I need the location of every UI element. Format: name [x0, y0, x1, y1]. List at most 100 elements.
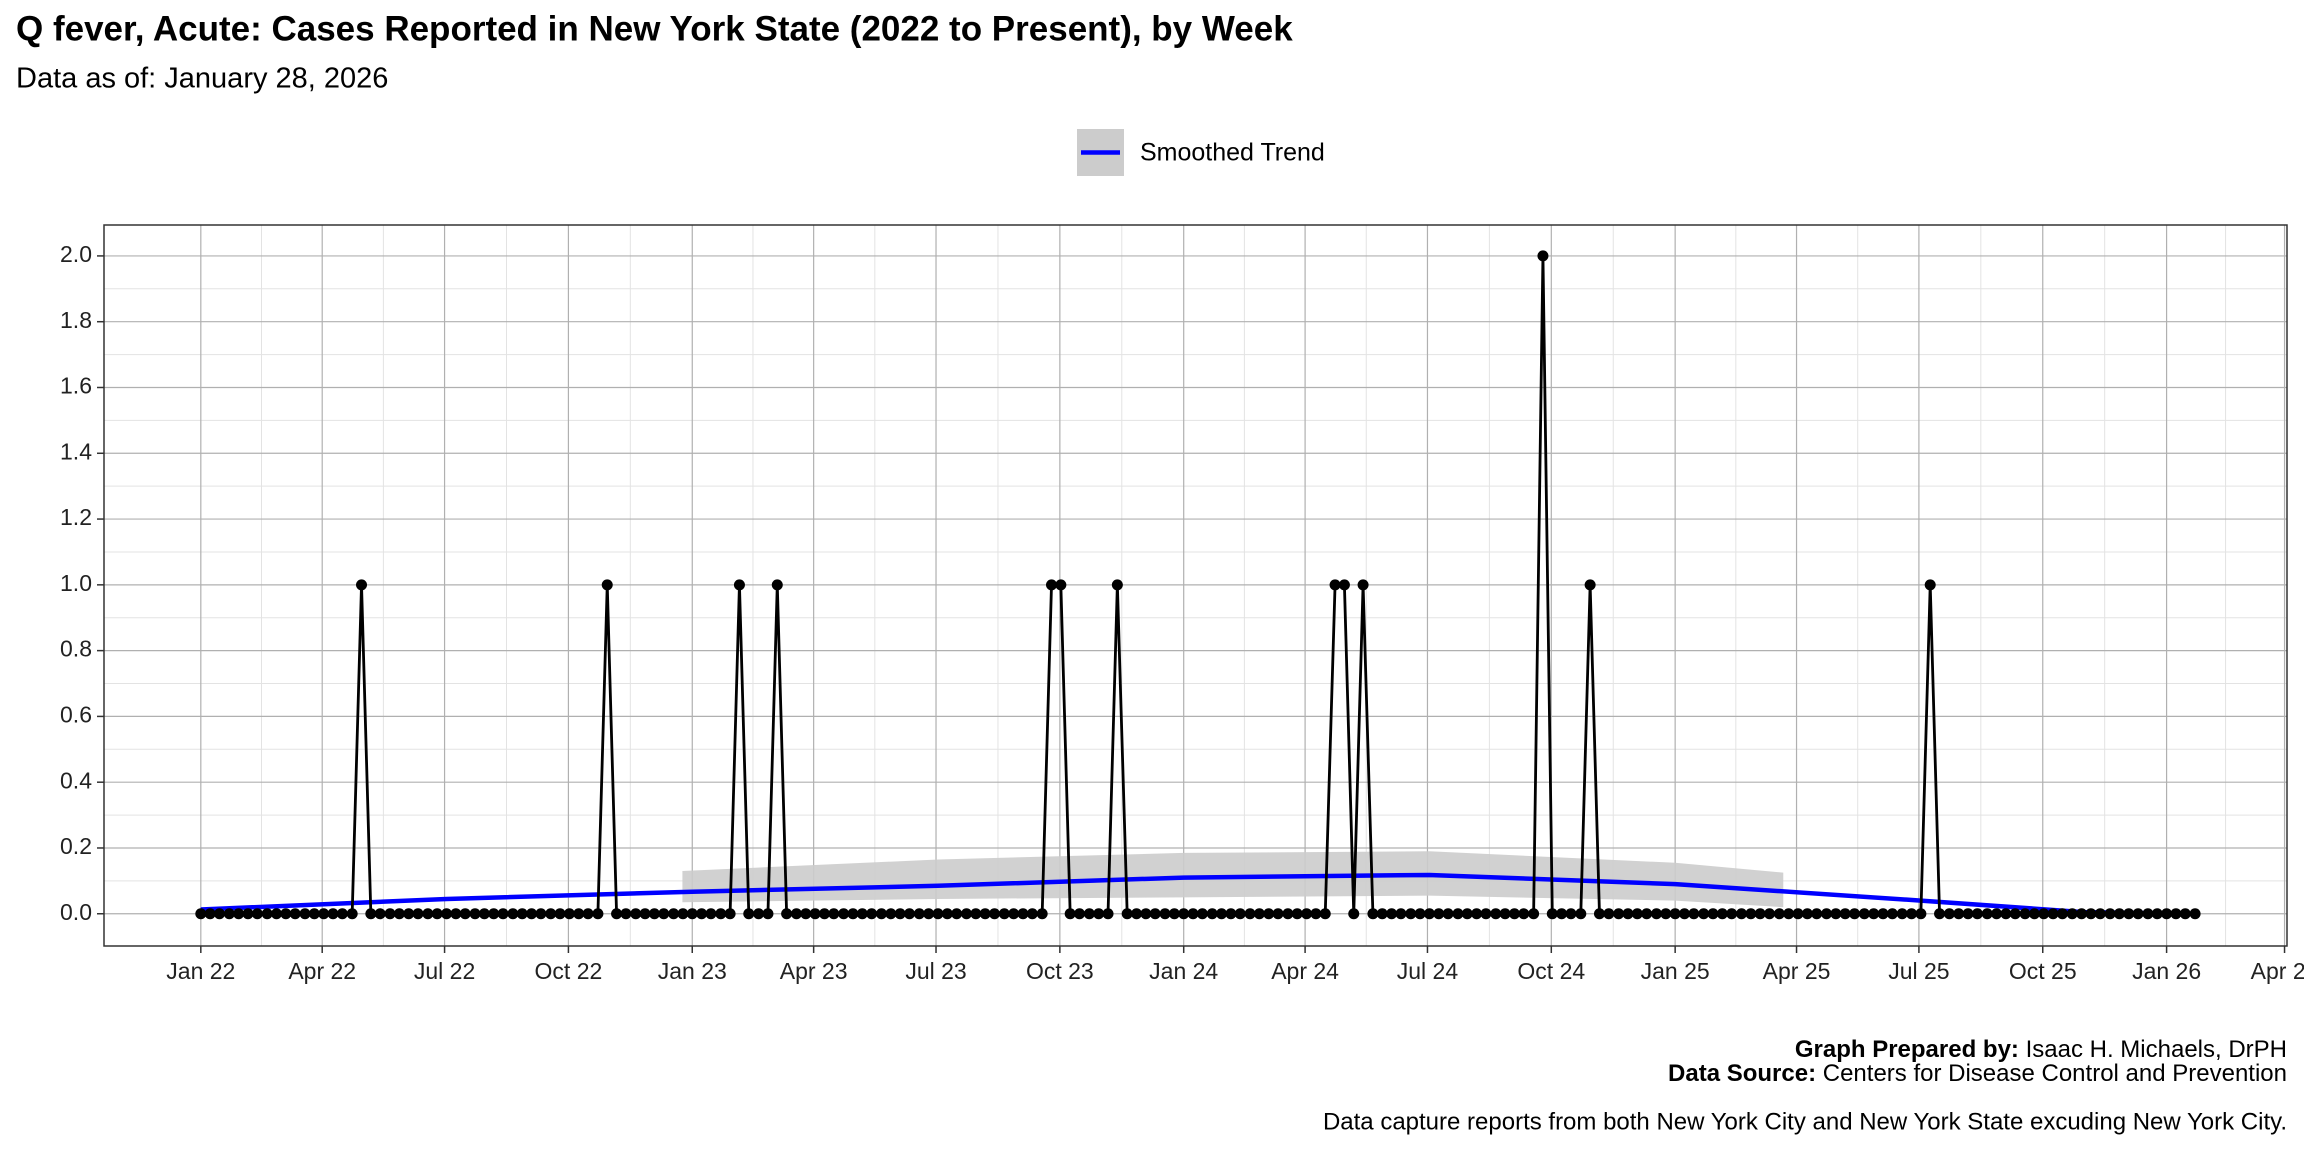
data-point [1159, 908, 1171, 920]
data-point [753, 908, 765, 920]
data-point [1868, 908, 1880, 920]
data-point [516, 908, 528, 920]
data-point [1650, 908, 1662, 920]
data-point [554, 908, 566, 920]
data-point [705, 908, 717, 920]
data-point [800, 908, 812, 920]
x-tick-label: Apr 22 [288, 958, 356, 984]
data-point [1272, 908, 1284, 920]
y-tick-label: 0.2 [60, 833, 92, 859]
data-point [932, 908, 944, 920]
data-point [1934, 908, 1946, 920]
footer-value: Isaac H. Michaels, DrPH [2026, 1036, 2287, 1063]
data-point [696, 908, 708, 920]
data-point [970, 908, 982, 920]
data-point [611, 908, 623, 920]
data-point [2170, 908, 2182, 920]
data-point [781, 908, 793, 920]
data-point [1386, 908, 1398, 920]
chart-subtitle: Data as of: January 28, 2026 [16, 63, 388, 95]
x-tick-label: Oct 23 [1026, 958, 1094, 984]
data-point [771, 579, 783, 591]
data-point [545, 908, 557, 920]
data-point [1263, 908, 1275, 920]
data-point [213, 908, 225, 920]
data-point [2038, 908, 2050, 920]
data-point [242, 908, 254, 920]
data-point [686, 908, 698, 920]
data-point [251, 908, 263, 920]
data-point [1168, 908, 1180, 920]
data-point [592, 908, 604, 920]
data-point [1149, 908, 1161, 920]
data-point [2047, 908, 2059, 920]
x-tick-label: Jul 25 [1888, 958, 1949, 984]
y-tick-label: 1.2 [60, 504, 92, 530]
footer-note: Data capture reports from both New York … [1323, 1108, 2287, 1135]
data-point [1234, 908, 1246, 920]
data-point [1074, 908, 1086, 920]
data-point [1924, 579, 1936, 591]
x-tick-label: Apr 25 [1763, 958, 1831, 984]
data-point [1140, 908, 1152, 920]
data-point [1376, 908, 1388, 920]
data-point [1348, 908, 1360, 920]
data-point [1405, 908, 1417, 920]
data-point [1291, 908, 1303, 920]
data-point [1716, 908, 1728, 920]
data-point [233, 908, 245, 920]
data-point [2179, 908, 2191, 920]
data-point [1499, 908, 1511, 920]
data-point [1593, 908, 1605, 920]
data-point [2019, 908, 2031, 920]
x-tick-label: Apr 24 [1271, 958, 1339, 984]
data-point [1423, 908, 1435, 920]
data-point [1688, 908, 1700, 920]
y-tick-label: 0.8 [60, 636, 92, 662]
data-point [1461, 908, 1473, 920]
data-point [885, 908, 897, 920]
data-point [1508, 908, 1520, 920]
data-point [1575, 908, 1587, 920]
data-point [1754, 908, 1766, 920]
x-tick-label: Jan 24 [1149, 958, 1218, 984]
y-tick-label: 2.0 [60, 241, 92, 267]
footer-label: Data Source: [1668, 1060, 1816, 1087]
data-point [1225, 908, 1237, 920]
data-point [1981, 908, 1993, 920]
data-point [1745, 908, 1757, 920]
data-point [2113, 908, 2125, 920]
data-point [866, 908, 878, 920]
data-point [308, 908, 320, 920]
data-point [1121, 908, 1133, 920]
data-point [1764, 908, 1776, 920]
chart-title: Q fever, Acute: Cases Reported in New Yo… [16, 9, 1293, 48]
y-tick-label: 1.4 [60, 438, 92, 464]
data-point [1943, 908, 1955, 920]
x-tick-label: Jan 26 [2132, 958, 2201, 984]
data-point [1915, 908, 1927, 920]
data-point [459, 908, 471, 920]
data-point [478, 908, 490, 920]
data-point [346, 908, 358, 920]
x-tick-label: Apr 23 [780, 958, 848, 984]
data-point [790, 908, 802, 920]
data-point [639, 908, 651, 920]
data-point [526, 908, 538, 920]
data-point [1480, 908, 1492, 920]
data-point [488, 908, 500, 920]
data-point [384, 908, 396, 920]
data-point [1131, 908, 1143, 920]
data-point [1301, 908, 1313, 920]
data-point [1017, 908, 1029, 920]
data-point [507, 908, 519, 920]
data-point [960, 908, 972, 920]
x-tick-label: Oct 25 [2009, 958, 2077, 984]
data-point [1821, 908, 1833, 920]
data-point [204, 908, 216, 920]
data-point [403, 908, 415, 920]
data-point [1678, 908, 1690, 920]
data-point [2151, 908, 2163, 920]
data-point [677, 908, 689, 920]
y-tick-label: 1.6 [60, 373, 92, 399]
